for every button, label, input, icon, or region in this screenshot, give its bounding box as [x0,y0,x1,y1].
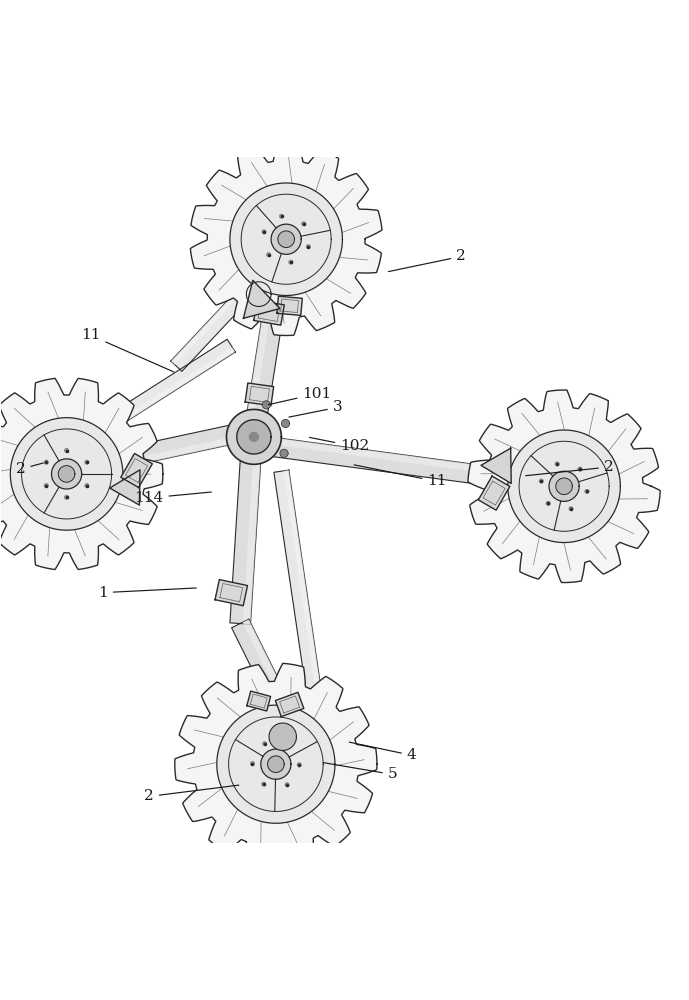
Polygon shape [556,478,573,495]
Polygon shape [260,749,291,779]
Polygon shape [104,424,239,471]
Circle shape [578,467,582,471]
Circle shape [569,507,573,510]
Polygon shape [190,143,382,336]
Polygon shape [254,300,285,325]
Polygon shape [121,453,152,488]
Polygon shape [247,294,286,414]
Circle shape [65,449,68,452]
Text: 11: 11 [81,328,174,372]
Text: 3: 3 [289,400,342,417]
Polygon shape [230,460,260,624]
Circle shape [267,253,271,257]
Text: 1: 1 [98,586,196,600]
Polygon shape [263,401,271,409]
Circle shape [263,230,266,234]
Polygon shape [247,691,271,711]
Polygon shape [280,449,288,457]
Circle shape [298,763,301,767]
Polygon shape [519,441,609,531]
Circle shape [585,490,588,493]
Polygon shape [278,231,294,248]
Polygon shape [271,224,301,254]
Text: 4: 4 [349,742,417,762]
Circle shape [302,222,305,226]
Polygon shape [281,419,289,428]
Polygon shape [245,383,274,406]
Circle shape [262,782,265,786]
Polygon shape [230,183,342,296]
Polygon shape [237,420,271,454]
Text: 114: 114 [134,491,212,505]
Polygon shape [481,448,511,484]
Circle shape [45,484,48,487]
Text: 2: 2 [144,785,239,803]
Polygon shape [275,438,526,478]
Text: 11: 11 [354,465,447,488]
Polygon shape [247,294,274,412]
Polygon shape [96,347,236,439]
Circle shape [280,214,283,218]
Polygon shape [243,619,288,701]
Polygon shape [91,339,236,439]
Polygon shape [52,459,82,489]
Polygon shape [549,471,579,501]
Polygon shape [227,409,281,464]
Circle shape [85,460,89,464]
Circle shape [307,245,310,248]
Text: 2: 2 [16,462,43,476]
Text: 2: 2 [389,249,466,272]
Polygon shape [217,705,335,823]
Polygon shape [175,663,377,865]
Polygon shape [171,279,259,371]
Polygon shape [274,470,325,715]
Polygon shape [215,580,247,606]
Polygon shape [277,296,302,315]
Polygon shape [0,378,163,570]
Polygon shape [478,476,510,510]
Circle shape [85,484,89,487]
Polygon shape [232,619,288,707]
Circle shape [263,742,267,745]
Text: 5: 5 [323,763,398,781]
Polygon shape [229,717,323,811]
Polygon shape [243,461,260,624]
Text: 102: 102 [309,437,369,453]
Text: 2: 2 [526,460,614,476]
Polygon shape [274,438,526,490]
Circle shape [45,460,48,464]
Circle shape [251,762,254,765]
Circle shape [285,783,289,787]
Polygon shape [243,280,280,318]
Circle shape [539,479,543,483]
Polygon shape [283,470,325,713]
Polygon shape [468,390,660,583]
Polygon shape [10,418,123,530]
Polygon shape [59,466,75,482]
Polygon shape [267,756,284,772]
Polygon shape [171,279,252,365]
Circle shape [555,462,559,466]
Text: 101: 101 [268,387,331,405]
Polygon shape [276,692,304,717]
Circle shape [65,496,68,499]
Polygon shape [21,429,112,519]
Circle shape [546,502,550,505]
Polygon shape [241,194,331,284]
Polygon shape [107,436,239,471]
Polygon shape [110,470,140,505]
Polygon shape [508,430,620,543]
Polygon shape [269,723,296,750]
Circle shape [289,260,293,264]
Circle shape [286,742,290,746]
Polygon shape [249,432,259,442]
